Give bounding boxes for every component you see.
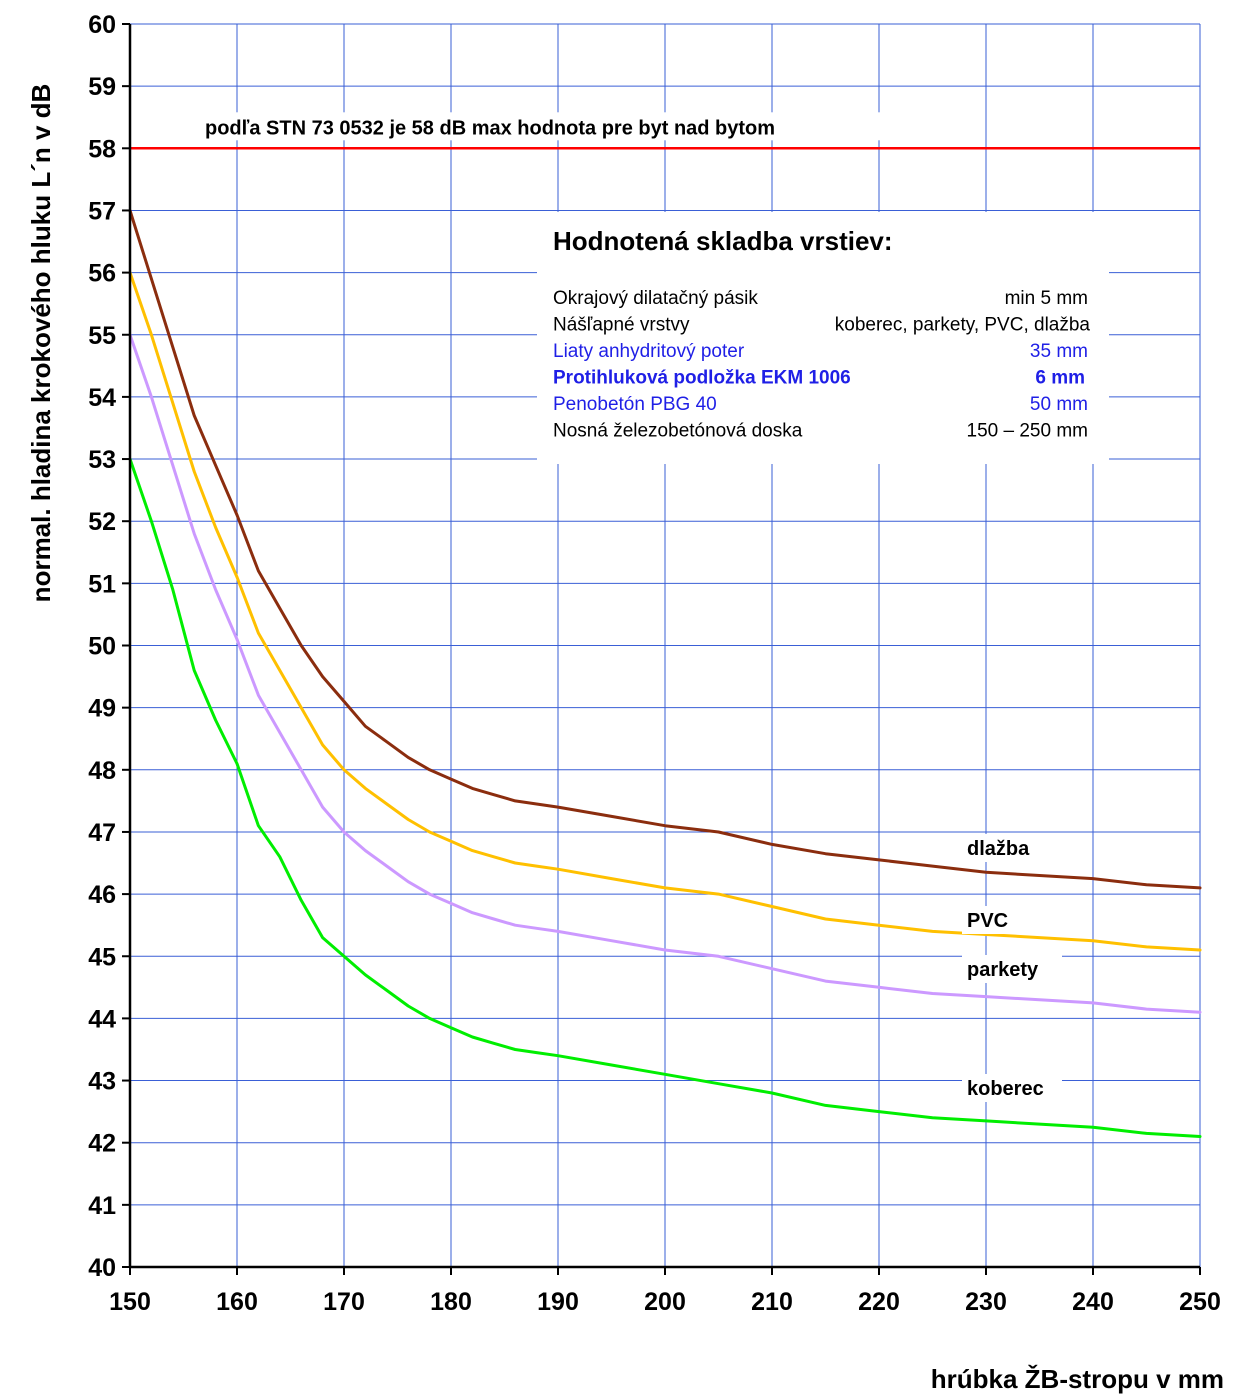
axes	[122, 23, 1201, 1275]
y-tick-label-43: 43	[88, 1068, 116, 1096]
tick-labels: 40 41 42 43 44 45 46 47 48 49 50 51 52 53 54 55 56 57 58 59…	[88, 11, 1221, 1316]
reference-line-group: podľa STN 73 0532 je 58 dB max hodnota p…	[130, 112, 1200, 150]
y-tick-label-52: 52	[88, 508, 116, 536]
x-tick-label-200: 200	[644, 1288, 686, 1316]
series-line-4	[128, 457, 1202, 1138]
composition-row-value-2: koberec, parkety, PVC, dlažba	[835, 315, 1091, 336]
x-tick-label-250: 250	[1179, 1288, 1221, 1316]
y-tick-label-51: 51	[88, 570, 116, 598]
x-tick-label-160: 160	[216, 1288, 258, 1316]
series-line-1	[128, 209, 1202, 890]
y-tick-label-53: 53	[88, 446, 116, 474]
composition-row-value-3: 35 mm	[1030, 341, 1088, 362]
composition-row-value-6: 150 – 250 mm	[967, 421, 1088, 442]
x-tick-label-170: 170	[323, 1288, 365, 1316]
x-tick-label-190: 190	[537, 1288, 579, 1316]
reference-line-label: podľa STN 73 0532 je 58 dB max hodnota p…	[205, 117, 775, 139]
x-tick-label-150: 150	[109, 1288, 151, 1316]
composition-box-bg	[537, 212, 1109, 464]
composition-row-value-1: min 5 mm	[1005, 288, 1088, 309]
composition-row-label-6: Nosná železobetónová doska	[553, 421, 803, 442]
series-labels: dlažba PVC parkety koberec	[962, 834, 1062, 1102]
composition-row-label-3: Liaty anhydritový poter	[553, 341, 745, 362]
y-tick-label-54: 54	[88, 384, 116, 412]
y-tick-label-56: 56	[88, 260, 116, 288]
y-tick-label-45: 45	[88, 943, 116, 971]
x-tick-label-240: 240	[1072, 1288, 1114, 1316]
reference-label-bg	[196, 112, 916, 141]
composition-box-title: Hodnotená skladba vrstiev:	[553, 226, 893, 256]
series-line-3	[128, 333, 1202, 1014]
x-tick-label-220: 220	[858, 1288, 900, 1316]
series-label-3: parkety	[967, 959, 1039, 981]
series-label-bg-3	[962, 955, 1062, 983]
y-tick-label-42: 42	[88, 1130, 116, 1158]
y-tick-label-59: 59	[88, 73, 116, 101]
y-axis-title: normal. hladina krokového hluku L´n v dB	[26, 84, 56, 603]
series-label-1: dlažba	[967, 838, 1030, 860]
y-tick-label-41: 41	[88, 1192, 116, 1220]
y-tick-label-49: 49	[88, 695, 116, 723]
series-label-bg-4	[962, 1074, 1062, 1102]
x-axis-title: hrúbka ŽB-stropu v mm	[931, 1364, 1224, 1394]
y-tick-label-44: 44	[88, 1005, 116, 1033]
series-line-2	[128, 271, 1202, 952]
composition-row-label-4: Protihluková podložka EKM 1006	[553, 368, 851, 389]
series-label-bg-1	[962, 834, 1062, 862]
composition-row-value-5: 50 mm	[1030, 394, 1088, 415]
y-tick-label-50: 50	[88, 633, 116, 661]
composition-row-value-4: 6 mm	[1035, 368, 1085, 389]
y-tick-label-58: 58	[88, 135, 116, 163]
series-label-bg-2	[962, 906, 1062, 934]
y-tick-label-48: 48	[88, 757, 116, 785]
x-tick-label-180: 180	[430, 1288, 472, 1316]
y-tick-label-47: 47	[88, 819, 116, 847]
series-lines	[128, 209, 1202, 1138]
x-tick-label-210: 210	[751, 1288, 793, 1316]
y-tick-label-57: 57	[88, 197, 116, 225]
y-tick-label-46: 46	[88, 881, 116, 909]
y-tick-label-55: 55	[88, 322, 116, 350]
x-tick-label-230: 230	[965, 1288, 1007, 1316]
composition-row-label-1: Okrajový dilatačný pásik	[553, 288, 758, 309]
composition-row-label-2: Nášľapné vrstvy	[553, 315, 690, 336]
series-label-4: koberec	[967, 1078, 1044, 1100]
series-label-2: PVC	[967, 910, 1008, 932]
y-tick-label-40: 40	[88, 1254, 116, 1282]
composition-box: Hodnotená skladba vrstiev: Okrajový dilat…	[537, 212, 1109, 464]
y-tick-label-60: 60	[88, 11, 116, 39]
composition-row-label-5: Penobetón PBG 40	[553, 394, 717, 415]
